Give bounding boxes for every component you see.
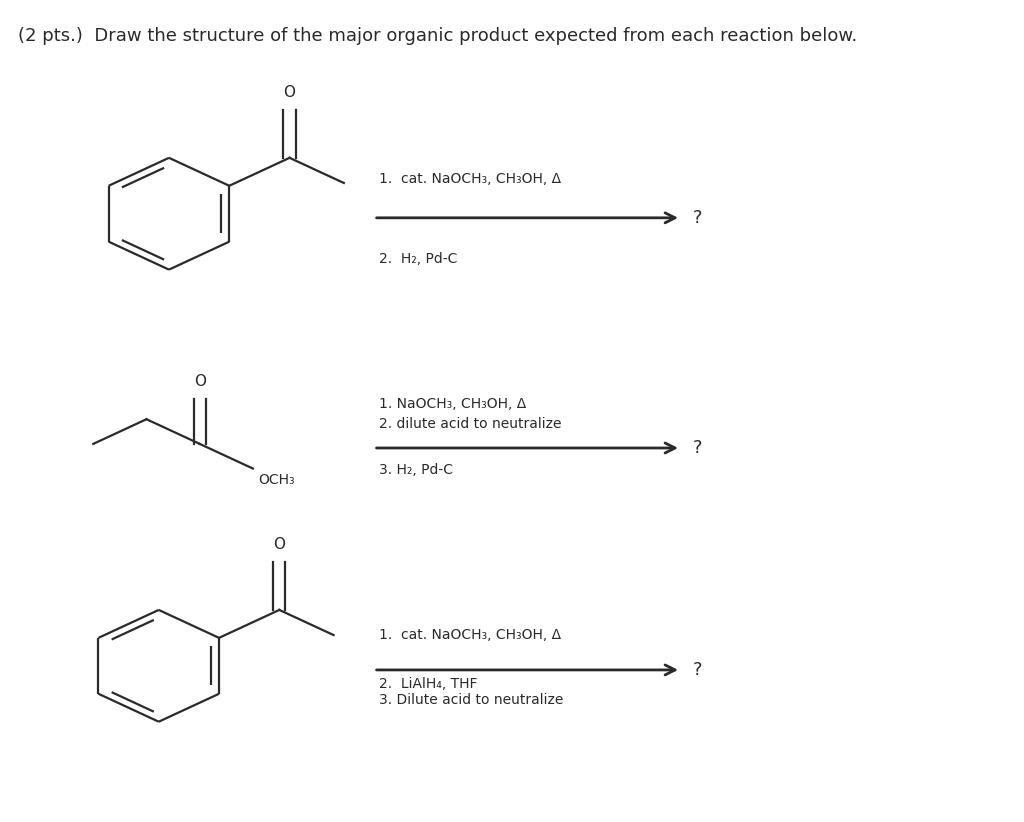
Text: 1.  cat. NaOCH₃, CH₃OH, Δ: 1. cat. NaOCH₃, CH₃OH, Δ [379,627,561,642]
Text: 3. Dilute acid to neutralize: 3. Dilute acid to neutralize [379,693,563,708]
Text: (2 pts.)  Draw the structure of the major organic product expected from each rea: (2 pts.) Draw the structure of the major… [18,27,858,45]
Text: O: O [273,537,286,552]
Text: 2.  LiAlH₄, THF: 2. LiAlH₄, THF [379,677,477,691]
Text: 3. H₂, Pd-C: 3. H₂, Pd-C [379,463,453,478]
Text: 1.  cat. NaOCH₃, CH₃OH, Δ: 1. cat. NaOCH₃, CH₃OH, Δ [379,172,561,187]
Text: 2.  H₂, Pd-C: 2. H₂, Pd-C [379,252,458,266]
Text: O: O [194,374,206,389]
Text: 2. dilute acid to neutralize: 2. dilute acid to neutralize [379,417,561,432]
Text: O: O [284,85,296,99]
Text: OCH₃: OCH₃ [258,473,295,487]
Text: ?: ? [693,209,702,227]
Text: ?: ? [693,661,702,679]
Text: 1. NaOCH₃, CH₃OH, Δ: 1. NaOCH₃, CH₃OH, Δ [379,397,526,412]
Text: ?: ? [693,439,702,457]
